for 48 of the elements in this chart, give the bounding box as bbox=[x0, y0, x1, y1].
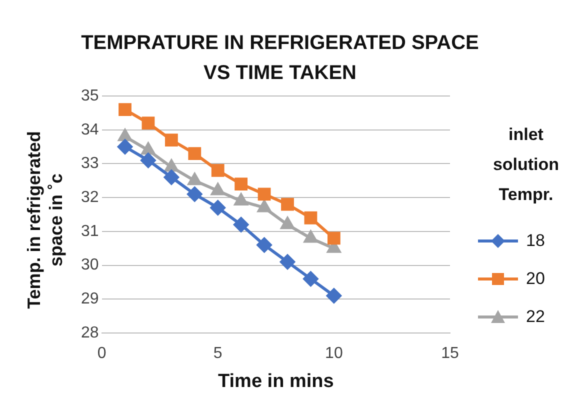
y-tick-label: 35 bbox=[81, 87, 99, 104]
y-tick-label: 32 bbox=[81, 188, 99, 206]
point bbox=[304, 230, 318, 243]
point bbox=[210, 200, 226, 216]
y-axis-title: Temp. in refrigerated space in ˚c bbox=[23, 130, 67, 311]
point bbox=[188, 147, 202, 160]
x-tick-label: 5 bbox=[213, 345, 222, 362]
y-tick-label: 29 bbox=[81, 290, 99, 308]
y-tick-label: 34 bbox=[81, 121, 99, 138]
legend-label: 22 bbox=[526, 307, 545, 327]
point bbox=[164, 134, 178, 146]
chart-title: TEMPRATURE IN REFRIGERATED SPACE VS TIME TAKEN bbox=[80, 31, 480, 86]
point bbox=[280, 254, 296, 270]
point bbox=[164, 160, 178, 172]
point bbox=[258, 200, 271, 212]
point bbox=[304, 211, 318, 224]
point bbox=[118, 129, 132, 142]
legend-label: 18 bbox=[526, 231, 545, 251]
point bbox=[303, 271, 318, 286]
point bbox=[211, 164, 224, 177]
point bbox=[118, 139, 133, 154]
point bbox=[118, 103, 132, 116]
point bbox=[327, 232, 340, 245]
point bbox=[234, 193, 248, 206]
point bbox=[164, 170, 179, 185]
y-tick-label: 30 bbox=[81, 256, 99, 274]
x-axis-title: Time in mins bbox=[218, 370, 334, 392]
x-tick-label: 0 bbox=[97, 345, 106, 362]
point bbox=[281, 198, 294, 211]
legend-title: inlet solution Tempr. bbox=[492, 124, 560, 206]
point bbox=[142, 142, 155, 155]
point bbox=[234, 178, 248, 190]
point bbox=[258, 188, 271, 201]
x-tick-label: 10 bbox=[325, 345, 343, 362]
point bbox=[280, 217, 294, 230]
legend-label: 20 bbox=[526, 269, 545, 289]
point bbox=[256, 237, 272, 252]
point bbox=[326, 288, 342, 304]
y-tick-label: 31 bbox=[81, 222, 99, 240]
x-tick-label: 15 bbox=[441, 345, 459, 362]
point bbox=[187, 186, 202, 202]
y-tick-label: 28 bbox=[81, 324, 99, 342]
point bbox=[211, 183, 225, 196]
point bbox=[142, 116, 155, 130]
point bbox=[188, 173, 202, 186]
point bbox=[140, 152, 156, 168]
point bbox=[234, 217, 249, 232]
y-tick-label: 33 bbox=[81, 155, 99, 172]
